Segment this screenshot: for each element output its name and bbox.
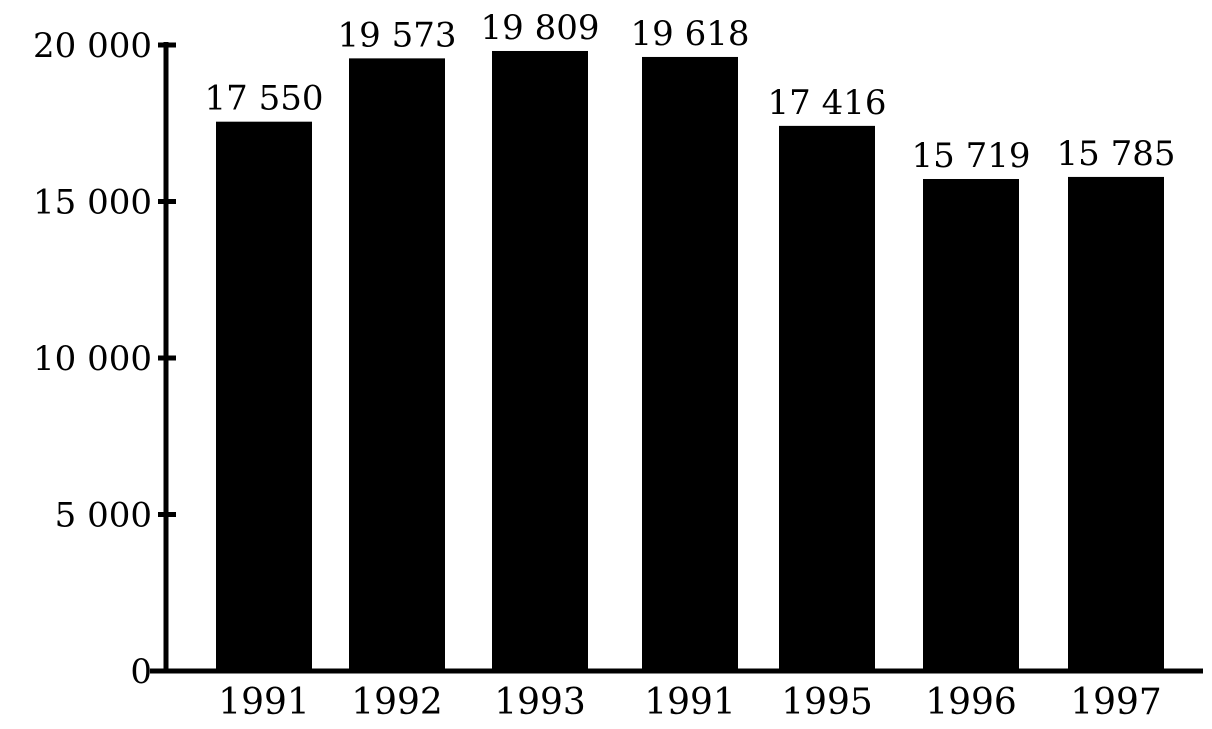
y-tick-label-1: 5 000 bbox=[55, 496, 152, 536]
axes-layer bbox=[150, 42, 1203, 674]
category-label-2: 1993 bbox=[494, 682, 586, 723]
bar-4 bbox=[779, 125, 875, 671]
category-label-3: 1991 bbox=[644, 682, 736, 723]
bar-0 bbox=[216, 121, 312, 671]
data-label-1: 19 573 bbox=[338, 15, 457, 55]
category-label-5: 1996 bbox=[925, 682, 1017, 723]
bar-5 bbox=[923, 178, 1019, 671]
bar-2 bbox=[492, 50, 588, 672]
bar-3 bbox=[642, 56, 738, 671]
data-label-3: 19 618 bbox=[631, 14, 750, 54]
y-tick-label-4: 20 000 bbox=[33, 26, 152, 66]
y-tick-label-0: 0 bbox=[130, 652, 152, 692]
data-label-4: 17 416 bbox=[768, 83, 887, 123]
data-label-2: 19 809 bbox=[481, 8, 600, 48]
labels-layer: 17 550 1991 19 573 1992 19 809 1993 19 618 1991… bbox=[33, 8, 1175, 723]
data-label-5: 15 719 bbox=[912, 136, 1031, 176]
data-label-0: 17 550 bbox=[205, 79, 324, 119]
category-label-6: 1997 bbox=[1070, 682, 1162, 723]
data-label-6: 15 785 bbox=[1057, 134, 1176, 174]
category-label-1: 1992 bbox=[351, 682, 443, 723]
category-label-0: 1991 bbox=[218, 682, 310, 723]
bars-layer bbox=[216, 50, 1164, 672]
y-tick-label-3: 15 000 bbox=[33, 183, 152, 223]
category-label-4: 1995 bbox=[781, 682, 873, 723]
bar-1 bbox=[349, 58, 445, 671]
bar-6 bbox=[1068, 176, 1164, 671]
y-tick-label-2: 10 000 bbox=[33, 339, 152, 379]
